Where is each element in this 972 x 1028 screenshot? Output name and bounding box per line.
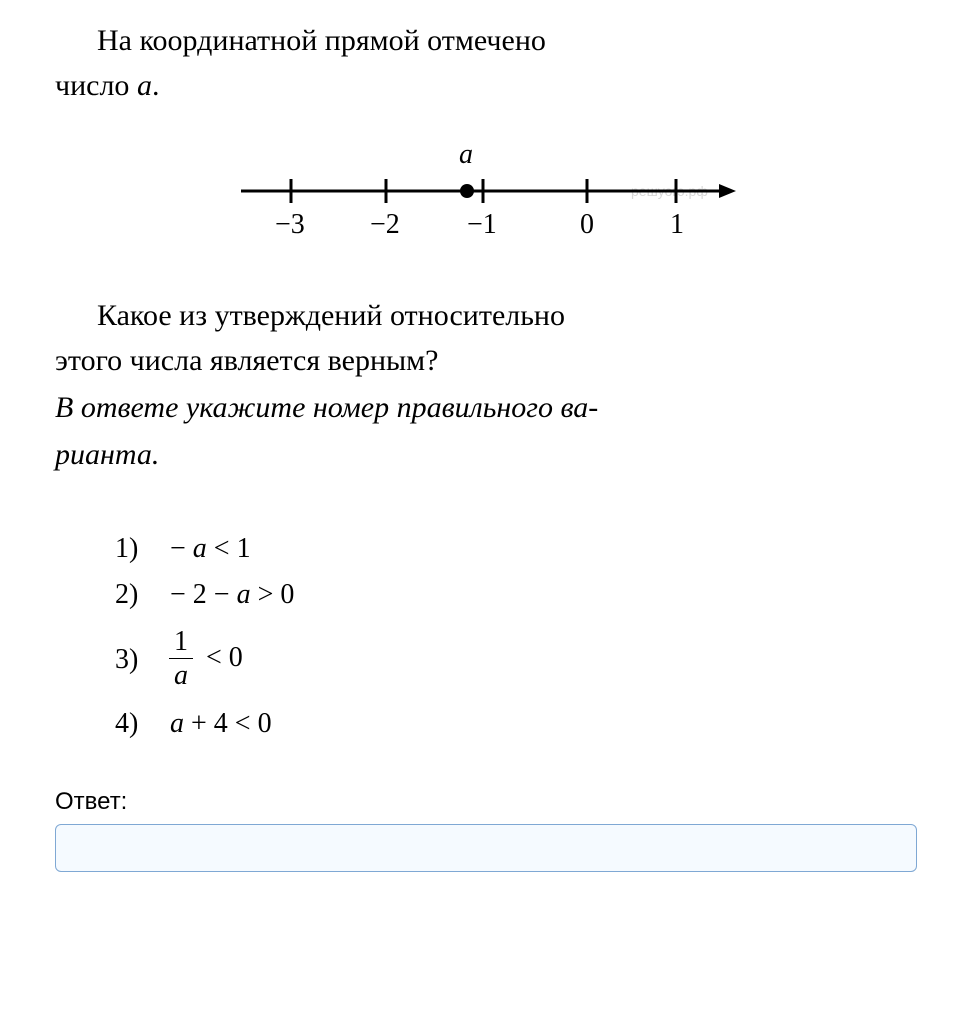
tick-label-0: 0 [580, 209, 594, 240]
answer-label: Ответ: [55, 788, 917, 816]
number-line-svg: решуогэ.рф a −3 −2 −1 0 1 [231, 133, 741, 253]
option-1-expr: − a < 1 [163, 535, 251, 563]
question-line2: этого числа является верным? [55, 338, 917, 383]
number-line-figure: решуогэ.рф a −3 −2 −1 0 1 [55, 133, 917, 258]
problem-container: На координатной прямой отмечено число a.… [0, 18, 972, 902]
option-2: 2) − 2 − a > 0 [115, 581, 917, 609]
tick-label-1: 1 [670, 209, 684, 240]
point-a-label: a [459, 139, 473, 170]
options-list: 1) − a < 1 2) − 2 − a > 0 3) 1a < 0 4) a… [115, 535, 917, 738]
number-line: решуогэ.рф a −3 −2 −1 0 1 [231, 133, 741, 253]
tick-label-neg3: −3 [275, 209, 305, 240]
point-a [460, 184, 474, 198]
option-1: 1) − a < 1 [115, 535, 917, 563]
problem-line2-prefix: число [55, 69, 137, 102]
option-3: 3) 1a < 0 [115, 627, 917, 692]
problem-line2-suffix: . [152, 69, 160, 102]
option-1-num: 1) [115, 535, 163, 563]
option-2-num: 2) [115, 581, 163, 609]
tick-label-neg1: −1 [467, 209, 497, 240]
axis-arrow [719, 184, 736, 198]
option-3-num: 3) [115, 646, 163, 674]
option-4-num: 4) [115, 710, 163, 738]
option-3-expr: 1a < 0 [163, 627, 243, 692]
question-line1: Какое из утверждений относительно [55, 293, 917, 338]
answer-input[interactable] [55, 824, 917, 872]
option-4-expr: a + 4 < 0 [163, 710, 272, 738]
instruction-line2: рианта. [55, 432, 917, 477]
option-4: 4) a + 4 < 0 [115, 710, 917, 738]
problem-statement-line1: На координатной прямой отмечено [55, 18, 917, 63]
tick-label-neg2: −2 [370, 209, 400, 240]
instruction-line1: В ответе укажите номер правильного ва- [55, 385, 917, 430]
option-2-expr: − 2 − a > 0 [163, 581, 294, 609]
problem-statement-line2: число a. [55, 63, 917, 108]
problem-var-a: a [137, 69, 152, 102]
answer-section: Ответ: [55, 788, 917, 872]
